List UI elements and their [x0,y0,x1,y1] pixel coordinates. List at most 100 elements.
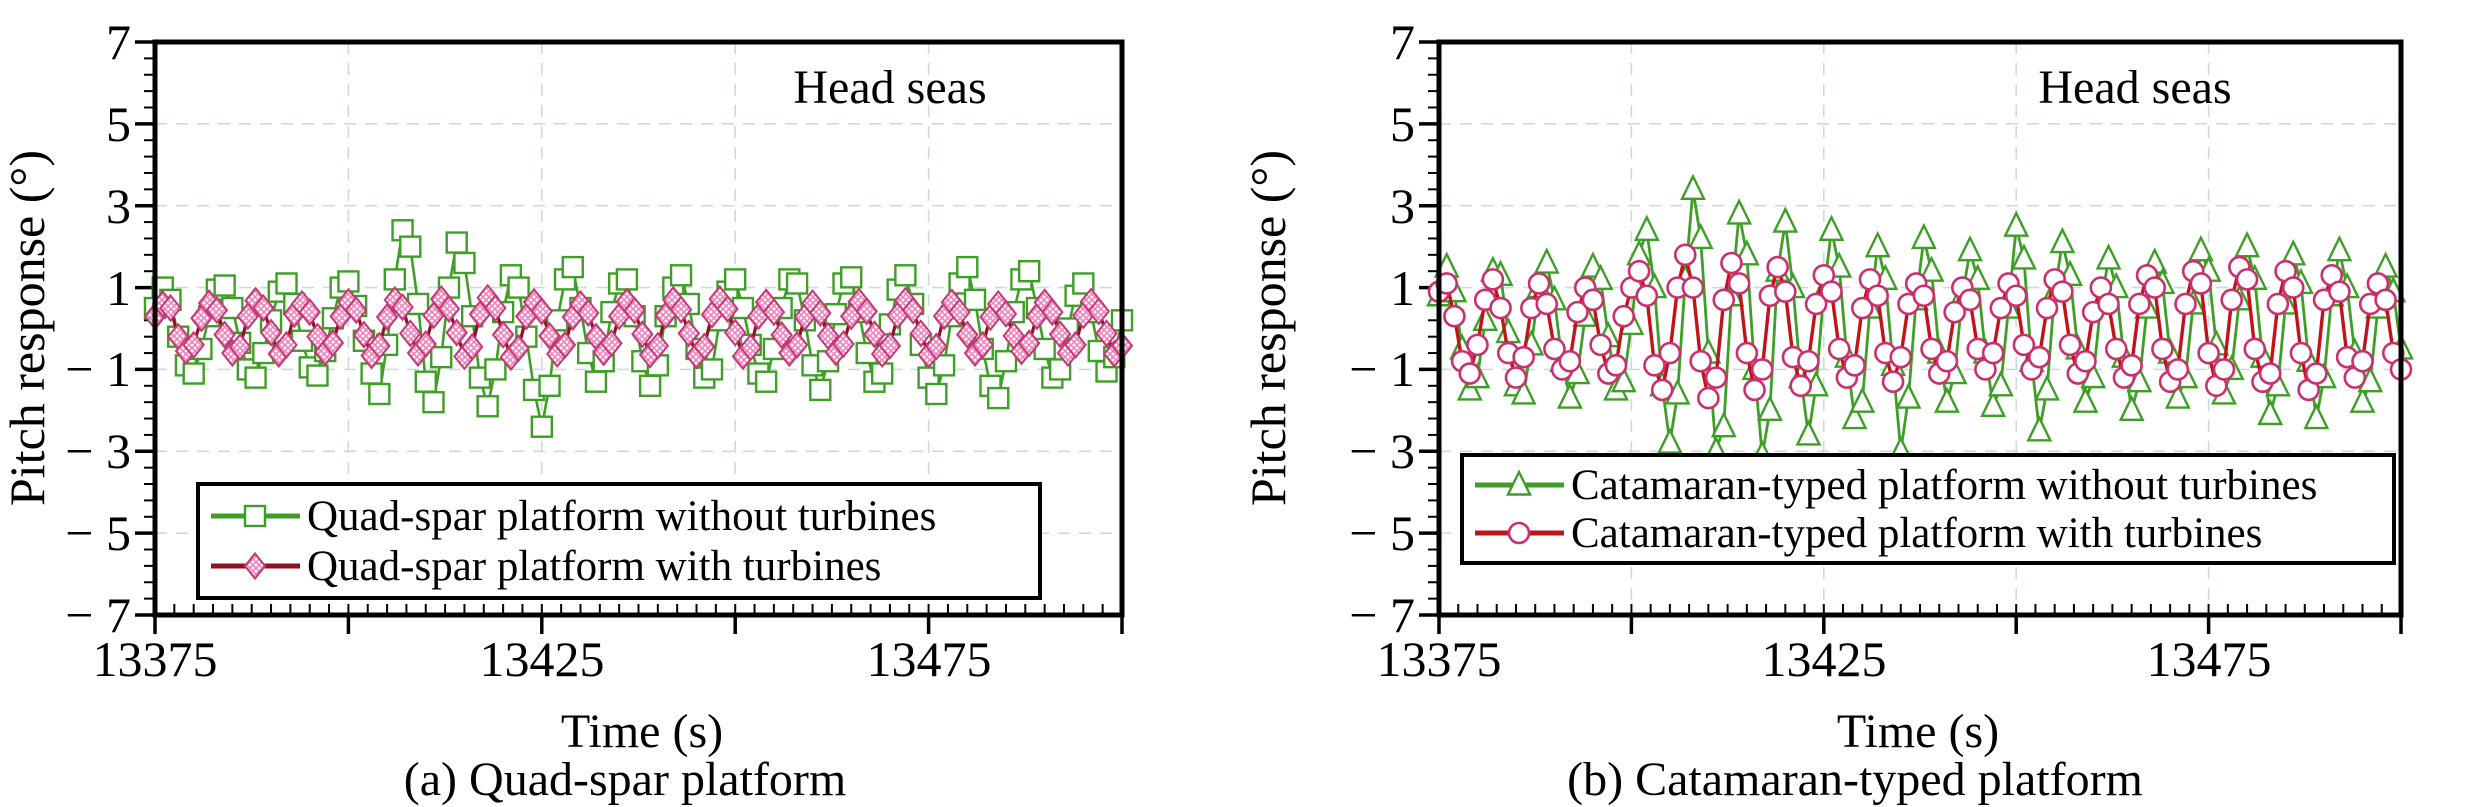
circle-marker-icon [1443,304,1466,328]
circle-marker-icon [2035,296,2059,320]
square-marker-icon [561,255,584,279]
triangle-marker-icon [1918,255,1945,282]
circle-marker-icon [1789,374,1813,398]
circle-marker-icon [1604,354,1628,377]
circle-marker-icon [2174,292,2197,316]
legend: Quad-spar platform without turbines Quad… [196,482,1042,600]
diamond-marker-icon [391,293,414,322]
square-marker-icon [1048,358,1072,381]
diamond-marker-icon [507,334,530,363]
circle-marker-icon [1843,354,1866,377]
diamond-marker-icon [832,329,855,359]
square-marker-icon [785,272,809,295]
square-marker-icon [530,415,553,438]
circle-marker-icon [2143,276,2167,299]
square-marker-icon [507,276,530,299]
triangle-marker-icon [2257,398,2284,426]
series-1 [1427,243,2413,410]
square-marker-icon [243,504,267,528]
diamond-marker-icon [809,298,832,328]
y-tick-label: − 3 [65,423,131,479]
x-tick-label: 13475 [866,631,992,687]
circle-marker-icon [1820,280,1843,303]
circle-marker-icon [1697,386,1720,410]
square-marker-icon [809,378,832,402]
triangle-marker-icon [1818,214,1845,241]
triangle-marker-icon [1987,370,2014,397]
circle-marker-icon [2305,362,2328,385]
triangle-marker-icon [1772,206,1799,233]
y-tick-label: − 7 [1349,587,1415,643]
triangle-marker-icon [2349,386,2376,413]
circle-marker-icon [2351,349,2374,373]
triangle-marker-icon [2095,243,2122,270]
diamond-marker-icon [259,318,283,347]
diamond-marker-icon [1095,319,1118,348]
diamond-marker-icon [228,332,252,362]
circle-marker-icon [2151,337,2174,361]
circle-marker-icon [1673,243,1697,267]
diamond-marker-icon [1041,298,1064,327]
circle-marker-icon [2189,272,2213,295]
triangle-marker-icon [1610,365,1637,393]
square-marker-icon [445,231,468,254]
diamond-marker-icon [855,297,878,326]
triangle-marker-icon [2234,230,2261,258]
circle-marker-icon [1643,354,1666,377]
diamond-marker-icon [252,293,275,323]
triangle-marker-icon [1795,419,1822,446]
circle-marker-icon [1935,349,1959,373]
circle-marker-icon [1527,272,1551,295]
legend-label: Catamaran-typed platform with turbines [1571,509,2263,557]
triangle-marker-icon [1864,230,1891,258]
y-tick-label: − 7 [65,587,131,643]
triangle-marker-icon [1757,394,1783,422]
circle-marker-icon [1589,333,1612,357]
circle-marker-icon [1627,259,1651,283]
x-tick-label: 13425 [1761,631,1887,687]
circle-marker-icon [1543,337,1566,361]
triangle-marker-icon [1533,247,1560,274]
legend-item: Quad-spar platform without turbines [208,494,1030,538]
square-marker-icon [430,345,453,369]
circle-marker-icon [2266,292,2290,316]
circle-marker-icon [2197,341,2220,365]
triangle-marker-icon [2049,226,2076,254]
circle-marker-icon [1989,296,2013,320]
circle-marker-icon [1704,366,1728,389]
series-1 [143,283,1134,372]
legend: Catamaran-typed platform without turbine… [1460,453,2396,565]
circle-marker-icon [2374,288,2397,312]
circle-marker-icon [2004,284,2028,308]
triangle-marker-icon [1680,173,1706,201]
circle-marker-icon [1489,296,1512,320]
square-marker-icon [925,382,948,406]
annotation-head-seas: Head seas [2038,61,2232,114]
diamond-marker-icon [762,298,786,327]
legend-sample-circle-icon [1472,511,1567,555]
circle-marker-icon [1689,349,1712,373]
diamond-marker-icon [298,298,322,327]
circle-marker-icon [2027,345,2051,369]
square-marker-icon [584,370,608,393]
y-tick-label: 7 [106,14,131,70]
triangle-marker-icon [2303,402,2330,430]
x-tick-label: 13475 [2146,631,2272,687]
y-tick-label: − 5 [1349,505,1415,561]
diamond-marker-icon [460,332,484,362]
square-marker-icon [754,370,778,393]
circle-marker-icon [1712,288,1736,312]
circle-marker-icon [1566,300,1589,324]
diamond-marker-icon [484,293,507,323]
diamond-marker-icon [553,330,577,359]
square-marker-icon [368,382,391,406]
x-axis-title: Time (s) [560,705,724,758]
plot-border [1436,39,2404,618]
circle-marker-icon [2051,280,2074,303]
circle-marker-icon [1458,362,1482,385]
circle-marker-icon [1650,378,1674,402]
circle-marker-icon [1774,280,1797,303]
square-marker-icon [669,264,693,287]
circle-marker-icon [1481,268,1505,291]
diamond-marker-icon [243,551,267,581]
